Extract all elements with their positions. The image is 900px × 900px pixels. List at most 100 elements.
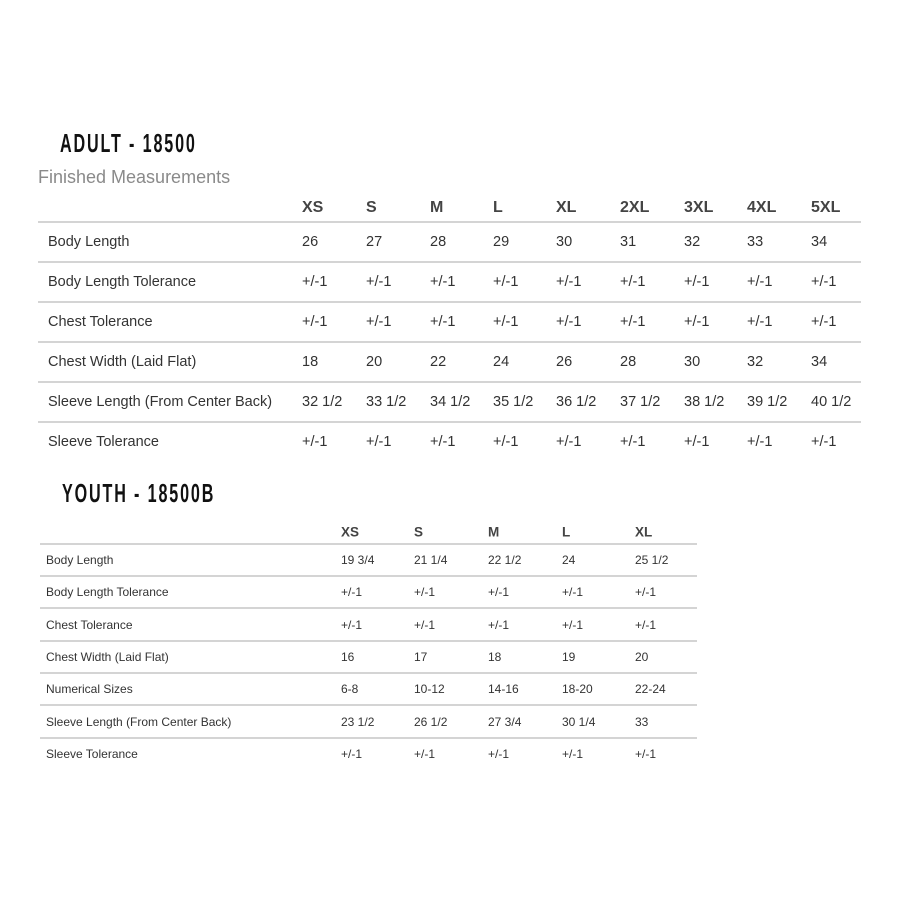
table-cell: +/-1	[430, 274, 456, 290]
table-cell: 23 1/2	[341, 714, 375, 729]
table-cell: +/-1	[366, 274, 392, 290]
row-label: Body Length Tolerance	[48, 274, 197, 290]
table-cell: +/-1	[747, 434, 773, 450]
table-cell: 28	[430, 234, 447, 250]
table-cell: 18	[302, 354, 319, 370]
table-cell: +/-1	[488, 747, 510, 761]
table-cell: 19	[562, 650, 576, 664]
row-label: Chest Tolerance	[48, 314, 153, 330]
row-label: Chest Width (Laid Flat)	[46, 650, 169, 664]
row-divider	[40, 672, 697, 674]
size-header-xl: XL	[635, 524, 653, 540]
table-cell: 27 3/4	[488, 714, 522, 729]
table-cell: +/-1	[366, 434, 392, 450]
table-cell: 25 1/2	[635, 553, 669, 567]
table-cell: 6-8	[341, 682, 359, 696]
table-cell: +/-1	[493, 274, 519, 290]
table-cell: 29	[493, 234, 510, 250]
table-cell: +/-1	[414, 747, 436, 761]
row-divider	[40, 704, 697, 706]
table-cell: 19 3/4	[341, 553, 375, 567]
table-cell: 35 1/2	[493, 394, 534, 410]
table-cell: 26	[556, 354, 573, 370]
finished-measurements-subtitle: Finished Measurements	[38, 167, 231, 187]
size-header-xs: XS	[302, 199, 324, 216]
size-header-m: M	[430, 199, 444, 216]
table-cell: 30	[556, 234, 573, 250]
table-cell: +/-1	[620, 274, 646, 290]
table-cell: +/-1	[811, 314, 837, 330]
table-cell: +/-1	[635, 585, 657, 599]
table-cell: 33 1/2	[366, 394, 407, 410]
row-label: Sleeve Length (From Center Back)	[48, 394, 273, 410]
row-label: Chest Tolerance	[46, 617, 133, 632]
table-cell: 39 1/2	[747, 394, 788, 410]
table-cell: +/-1	[684, 434, 710, 450]
size-header-3xl: 3XL	[684, 199, 714, 216]
table-cell: 22	[430, 354, 447, 370]
table-cell: +/-1	[811, 434, 837, 450]
table-cell: +/-1	[302, 314, 328, 330]
table-cell: 26 1/2	[414, 714, 448, 729]
size-header-s: S	[414, 524, 424, 540]
size-header-xl: XL	[556, 199, 577, 216]
table-cell: 24	[493, 354, 510, 370]
table-cell: +/-1	[562, 617, 584, 632]
row-label: Body Length Tolerance	[46, 585, 169, 599]
table-cell: +/-1	[811, 274, 837, 290]
table-cell: +/-1	[493, 434, 519, 450]
table-cell: 21 1/4	[414, 553, 448, 567]
table-cell: +/-1	[556, 274, 582, 290]
table-cell: 18-20	[562, 682, 593, 696]
table-cell: 33	[747, 234, 764, 250]
table-cell: 32	[684, 234, 701, 250]
table-cell: +/-1	[562, 585, 584, 599]
table-cell: 27	[366, 234, 383, 250]
table-cell: 28	[620, 354, 637, 370]
table-cell: +/-1	[302, 434, 328, 450]
row-label: Sleeve Tolerance	[46, 747, 138, 761]
size-header-l: L	[562, 524, 571, 540]
size-header-5xl: 5XL	[811, 199, 841, 216]
table-cell: 18	[488, 650, 502, 664]
row-divider	[38, 221, 861, 223]
table-cell: +/-1	[430, 434, 456, 450]
table-cell: +/-1	[488, 617, 510, 632]
size-header-4xl: 4XL	[747, 199, 777, 216]
table-cell: +/-1	[493, 314, 519, 330]
table-cell: +/-1	[414, 585, 436, 599]
table-cell: 30 1/4	[562, 714, 596, 729]
size-header-xs: XS	[341, 524, 360, 540]
row-divider	[40, 640, 697, 642]
row-divider	[40, 607, 697, 609]
table-cell: 37 1/2	[620, 394, 661, 410]
table-cell: 22-24	[635, 682, 666, 696]
table-cell: +/-1	[684, 314, 710, 330]
table-cell: 20	[366, 354, 383, 370]
table-cell: 34 1/2	[430, 394, 471, 410]
table-cell: +/-1	[620, 314, 646, 330]
table-cell: 34	[811, 354, 828, 370]
row-label: Sleeve Tolerance	[48, 434, 159, 450]
table-cell: +/-1	[414, 617, 436, 632]
size-header-m: M	[488, 524, 500, 540]
row-divider	[40, 543, 697, 545]
table-cell: +/-1	[366, 314, 392, 330]
table-cell: 32	[747, 354, 764, 370]
table-cell: +/-1	[635, 747, 657, 761]
table-cell: +/-1	[341, 585, 363, 599]
table-cell: 14-16	[488, 682, 519, 696]
table-cell: +/-1	[488, 585, 510, 599]
table-cell: 38 1/2	[684, 394, 725, 410]
row-label: Numerical Sizes	[46, 682, 133, 696]
table-cell: 26	[302, 234, 319, 250]
row-label: Chest Width (Laid Flat)	[48, 354, 197, 370]
row-divider	[40, 575, 697, 577]
table-cell: 33	[635, 714, 649, 729]
table-cell: 20	[635, 650, 649, 664]
table-cell: +/-1	[635, 617, 657, 632]
table-cell: 36 1/2	[556, 394, 597, 410]
table-cell: 16	[341, 650, 355, 664]
table-cell: +/-1	[556, 314, 582, 330]
row-divider	[38, 301, 861, 303]
